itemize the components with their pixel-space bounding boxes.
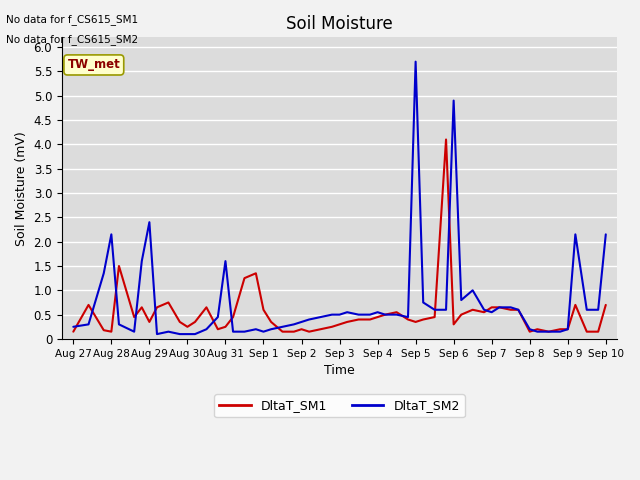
- Legend: DltaT_SM1, DltaT_SM2: DltaT_SM1, DltaT_SM2: [214, 394, 465, 417]
- X-axis label: Time: Time: [324, 364, 355, 377]
- Y-axis label: Soil Moisture (mV): Soil Moisture (mV): [15, 131, 28, 246]
- Text: No data for f_CS615_SM2: No data for f_CS615_SM2: [6, 34, 138, 45]
- Text: No data for f_CS615_SM1: No data for f_CS615_SM1: [6, 14, 138, 25]
- Text: TW_met: TW_met: [67, 59, 120, 72]
- Title: Soil Moisture: Soil Moisture: [286, 15, 393, 33]
